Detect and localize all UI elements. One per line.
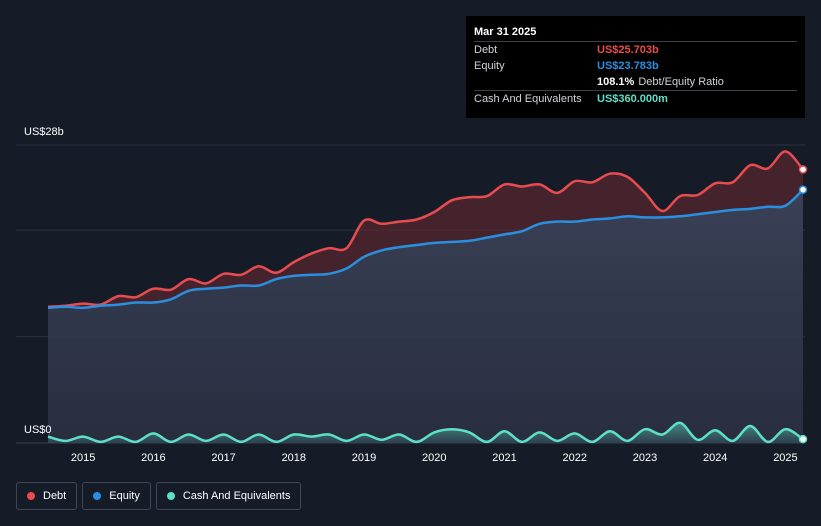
legend-label-cash: Cash And Equivalents	[182, 490, 291, 502]
equity-area	[48, 189, 803, 443]
legend: Debt Equity Cash And Equivalents	[16, 482, 306, 510]
legend-item-equity[interactable]: Equity	[82, 482, 151, 510]
tooltip-cash-label: Cash And Equivalents	[474, 93, 582, 105]
tooltip-date: Mar 31 2025	[474, 26, 537, 38]
equity-line	[47, 188, 804, 310]
tooltip-ratio-value: 108.1%	[597, 76, 635, 88]
tooltip-debt-row: Debt US$25.703b	[474, 41, 797, 58]
legend-item-cash[interactable]: Cash And Equivalents	[155, 482, 302, 510]
x-tick-label: 2020	[422, 452, 446, 464]
x-tick-label: 2024	[703, 452, 727, 464]
legend-label-equity: Equity	[109, 490, 140, 502]
tooltip-debt-value: US$25.703b	[597, 44, 659, 56]
tooltip-cash-row: Cash And Equivalents US$360.000m	[474, 90, 797, 107]
x-tick-label: 2016	[141, 452, 165, 464]
equity-dot-icon	[93, 492, 102, 500]
y-tick-label: US$28b	[24, 126, 64, 138]
debt-end-marker	[798, 165, 808, 174]
cash-line	[47, 421, 804, 444]
tooltip-equity-row: Equity US$23.783b	[474, 58, 797, 74]
x-tick-label: 2023	[633, 452, 657, 464]
debt-line	[47, 150, 804, 309]
x-tick-label: 2018	[282, 452, 306, 464]
x-tick-label: 2022	[563, 452, 587, 464]
x-tick-label: 2017	[211, 452, 235, 464]
tooltip-cash-value: US$360.000m	[597, 93, 668, 105]
tooltip-ratio-row: 108.1% Debt/Equity Ratio	[474, 74, 797, 90]
x-tick-label: 2025	[773, 452, 797, 464]
end-markers	[798, 165, 808, 444]
y-axis: US$28b US$0	[24, 126, 64, 436]
tooltip-debt-label: Debt	[474, 44, 498, 56]
y-tick-label: US$0	[24, 424, 52, 436]
x-axis: 2015 2016 2017 2018 2019 2020 2021 2022 2023 2024…	[71, 452, 798, 464]
series-areas	[48, 151, 803, 443]
cash-dot-icon	[166, 492, 175, 500]
equity-end-marker	[798, 185, 808, 194]
cash-area	[48, 422, 803, 443]
legend-label-debt: Debt	[43, 490, 67, 502]
cash-end-marker	[798, 434, 808, 444]
x-tick-label: 2019	[352, 452, 376, 464]
debt-dot-icon	[27, 492, 35, 500]
tooltip-ratio-label: Debt/Equity Ratio	[638, 76, 724, 88]
legend-item-debt[interactable]: Debt	[16, 482, 78, 510]
tooltip-panel: Mar 31 2025 Debt US$25.703b Equity US$23…	[466, 16, 805, 118]
x-tick-label: 2021	[492, 452, 516, 464]
debt-excess-area	[48, 151, 803, 308]
tooltip-equity-value: US$23.783b	[597, 60, 659, 72]
series-lines	[47, 150, 804, 444]
x-tick-label: 2015	[71, 452, 95, 464]
tooltip-equity-label: Equity	[474, 60, 505, 72]
